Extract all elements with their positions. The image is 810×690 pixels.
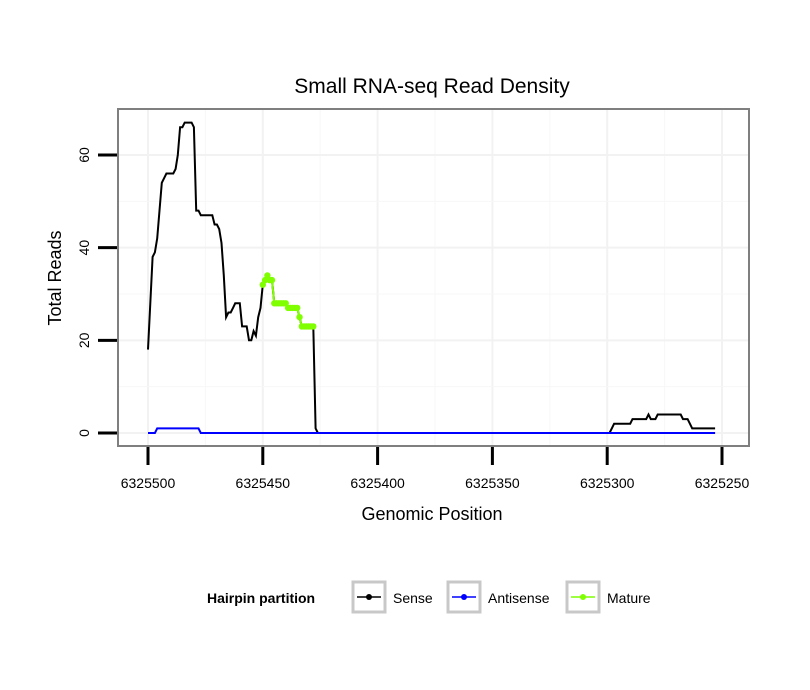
- y-axis-label: Total Reads: [45, 230, 65, 325]
- legend-point-antisense: [461, 594, 467, 600]
- x-tick-label: 6325350: [465, 475, 520, 491]
- legend-label-sense: Sense: [393, 590, 433, 606]
- axes: 6325500 6325450 6325400 6325350 6325300 63252…: [76, 147, 749, 491]
- data-point-mature: [310, 323, 317, 330]
- y-tick-label: 20: [76, 332, 92, 348]
- legend-point-mature: [580, 594, 586, 600]
- series-layer: [147, 121, 716, 434]
- x-tick-label: 6325400: [350, 475, 405, 491]
- legend-entry-antisense: Antisense: [446, 580, 550, 614]
- legend-point-sense: [366, 594, 372, 600]
- x-tick-label: 6325500: [121, 475, 176, 491]
- data-point-mature: [296, 313, 303, 321]
- legend-entry-mature: Mature: [565, 580, 651, 614]
- legend: Hairpin partition Sense Antisense Mature: [207, 580, 651, 614]
- plot-panel: [117, 108, 750, 447]
- legend-label-antisense: Antisense: [488, 590, 550, 606]
- series-line-antisense: [148, 427, 716, 434]
- x-axis-label: Genomic Position: [361, 504, 502, 524]
- data-point-mature: [268, 276, 276, 284]
- legend-title: Hairpin partition: [207, 590, 315, 606]
- chart-title: Small RNA-seq Read Density: [294, 75, 570, 98]
- legend-label-mature: Mature: [607, 590, 651, 606]
- x-tick-label: 6325250: [695, 475, 750, 491]
- x-tick-label: 6325450: [236, 475, 291, 491]
- y-tick-label: 0: [76, 429, 92, 437]
- data-point-mature: [294, 304, 301, 312]
- legend-entry-sense: Sense: [351, 580, 433, 614]
- y-tick-label: 60: [76, 147, 92, 163]
- y-tick-label: 40: [76, 240, 92, 256]
- series-line-sense: [147, 121, 716, 434]
- x-tick-label: 6325300: [580, 475, 635, 491]
